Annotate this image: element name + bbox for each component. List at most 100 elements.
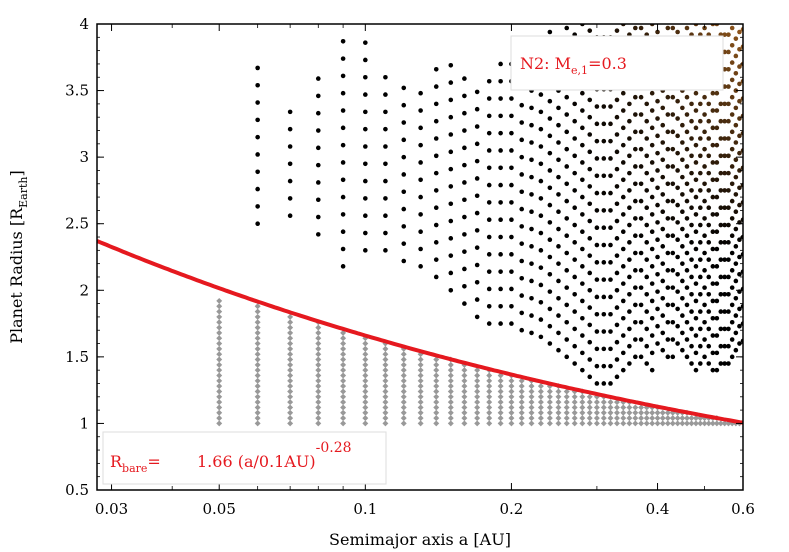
envelope-planet-point — [665, 164, 671, 169]
bare-core-point — [497, 415, 504, 422]
bare-core-point — [586, 404, 593, 411]
envelope-planet-point — [287, 196, 293, 201]
envelope-planet-point — [693, 160, 699, 165]
envelope-planet-point — [710, 125, 716, 131]
envelope-planet-point — [474, 193, 480, 199]
envelope-planet-point — [737, 185, 742, 191]
envelope-planet-point — [587, 236, 593, 241]
envelope-planet-point — [702, 233, 707, 238]
envelope-planet-point — [498, 113, 503, 119]
bare-core-point — [546, 388, 553, 395]
envelope-planet-point — [363, 213, 368, 219]
envelope-planet-point — [633, 164, 638, 169]
envelope-planet-point — [675, 272, 680, 277]
bare-core-point — [679, 415, 686, 422]
bare-core-point — [688, 415, 695, 422]
envelope-planet-point — [594, 121, 600, 127]
envelope-planet-point — [655, 150, 660, 156]
envelope-planet-point — [722, 361, 727, 366]
envelope-planet-point — [665, 302, 671, 308]
bare-core-point — [649, 415, 656, 422]
bare-core-point — [643, 415, 650, 422]
envelope-planet-point — [580, 90, 585, 96]
envelope-planet-point — [722, 118, 727, 124]
envelope-planet-point — [287, 213, 293, 219]
envelope-planet-point — [726, 101, 731, 107]
envelope-planet-point — [633, 25, 638, 31]
bare-core-point — [579, 409, 586, 416]
envelope-planet-point — [486, 303, 492, 309]
envelope-planet-point — [340, 177, 346, 183]
envelope-planet-point — [729, 216, 735, 221]
envelope-planet-point — [315, 145, 321, 151]
envelope-planet-point — [729, 129, 735, 135]
envelope-planet-point — [675, 168, 680, 173]
bare-core-point — [697, 420, 704, 427]
bare-core-point — [638, 415, 645, 422]
bare-core-point — [546, 393, 553, 400]
envelope-planet-point — [660, 192, 666, 197]
envelope-planet-point — [340, 39, 346, 44]
envelope-planet-point — [474, 158, 480, 164]
bare-core-point — [518, 409, 525, 416]
envelope-planet-point — [486, 182, 492, 188]
envelope-planet-point — [684, 250, 690, 256]
envelope-planet-point — [633, 94, 638, 100]
envelope-planet-point — [538, 230, 544, 236]
envelope-planet-point — [580, 125, 585, 131]
envelope-planet-point — [722, 257, 727, 262]
envelope-planet-point — [433, 240, 439, 245]
envelope-planet-point — [529, 278, 534, 284]
envelope-planet-point — [726, 136, 731, 141]
bare-core-point — [216, 319, 223, 326]
bare-core-point — [287, 324, 294, 331]
bare-core-point — [659, 420, 666, 427]
envelope-planet-point — [594, 190, 600, 196]
envelope-planet-point — [638, 25, 644, 31]
envelope-planet-point — [580, 177, 585, 183]
bare-core-point — [607, 399, 614, 406]
bare-core-point — [287, 335, 294, 342]
bare-core-point — [216, 393, 223, 400]
bare-core-point — [287, 313, 294, 320]
envelope-planet-point — [498, 321, 503, 326]
envelope-planet-point — [675, 341, 680, 346]
envelope-planet-point — [608, 260, 613, 265]
envelope-planet-point — [722, 32, 727, 37]
envelope-planet-point — [340, 142, 346, 148]
envelope-planet-point — [315, 76, 321, 81]
envelope-planet-point — [418, 90, 423, 96]
envelope-planet-point — [529, 295, 534, 301]
bare-core-point — [555, 404, 562, 411]
envelope-planet-point — [486, 269, 492, 274]
envelope-planet-point — [474, 89, 480, 95]
envelope-planet-point — [529, 244, 534, 249]
bare-core-point — [528, 393, 535, 400]
envelope-planet-point — [580, 350, 585, 356]
envelope-planet-point — [693, 350, 699, 356]
envelope-planet-point — [564, 181, 570, 187]
envelope-planet-point — [608, 346, 613, 352]
envelope-planet-point — [714, 125, 720, 131]
envelope-planet-point — [519, 327, 525, 333]
envelope-planet-point — [644, 326, 650, 332]
bare-core-point — [593, 420, 600, 427]
envelope-planet-point — [572, 257, 577, 262]
envelope-planet-point — [722, 343, 727, 349]
envelope-planet-point — [670, 268, 676, 273]
envelope-planet-point — [340, 212, 346, 217]
envelope-planet-point — [722, 326, 727, 332]
envelope-planet-point — [620, 350, 626, 356]
bare-core-point — [649, 409, 656, 416]
envelope-planet-point — [722, 49, 727, 55]
envelope-planet-point — [698, 361, 703, 366]
envelope-planet-point — [670, 164, 676, 169]
envelope-planet-point — [564, 250, 570, 256]
envelope-planet-point — [315, 93, 321, 99]
envelope-planet-point — [710, 315, 716, 321]
envelope-planet-point — [706, 343, 712, 349]
envelope-planet-point — [433, 136, 439, 141]
envelope-planet-point — [729, 319, 735, 325]
bare-core-point — [287, 383, 294, 390]
envelope-planet-point — [665, 268, 671, 273]
